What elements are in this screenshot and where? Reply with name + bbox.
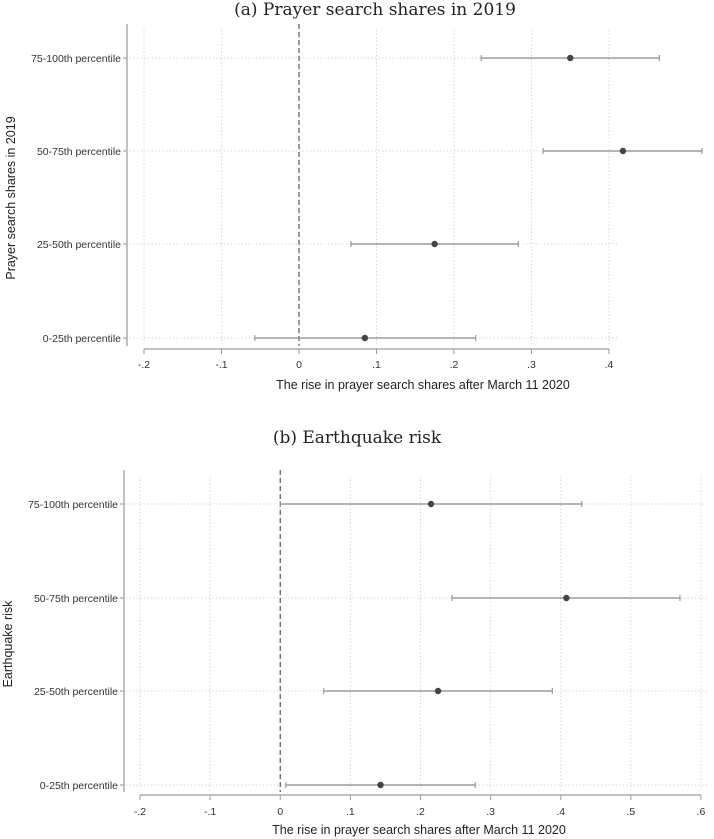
panel-b-plot: -.2 -.1 0 .1 .2 .3 .4 .5 .6 75-100th percentile 50… bbox=[28, 470, 709, 818]
panel-a-category-label: 25-50th percentile bbox=[37, 239, 121, 251]
panel-a-x-tick-label: .3 bbox=[527, 359, 536, 371]
panel-b-point-estimate bbox=[563, 594, 570, 602]
panel-b-point-estimate bbox=[377, 781, 384, 789]
panel-b-x-tick-label: .4 bbox=[556, 806, 565, 818]
panel-b-x-tick-label: .1 bbox=[346, 806, 355, 818]
panel-a-point-estimate bbox=[567, 54, 574, 62]
panel-a-category-label: 0-25th percentile bbox=[43, 333, 121, 345]
panel-b-point-estimate bbox=[434, 687, 442, 695]
panel-a-point-estimate bbox=[619, 147, 627, 155]
panel-b-x-tick-label: 0 bbox=[277, 806, 283, 818]
panel-b-category-label: 0-25th percentile bbox=[40, 780, 118, 792]
panel-a-x-tick-label: -.1 bbox=[215, 359, 227, 371]
panel-b-x-tick-label: -.2 bbox=[134, 806, 146, 818]
panel-b-category-label: 25-50th percentile bbox=[34, 686, 118, 698]
panel-a-x-tick-label: -.2 bbox=[138, 359, 150, 371]
panel-a-point-estimate bbox=[431, 240, 438, 248]
panel-a-y-axis-title: Prayer search shares in 2019 bbox=[4, 116, 18, 279]
panel-a-x-axis-title: The rise in prayer search shares after M… bbox=[276, 378, 570, 392]
panel-a-x-tick-label: 0 bbox=[296, 359, 302, 371]
panel-a-x-tick-label: .2 bbox=[450, 359, 459, 371]
panel-b-x-tick-label: -.1 bbox=[204, 806, 216, 818]
panel-b-x-tick-label: .5 bbox=[626, 806, 635, 818]
panel-a-plot: -.2 -.1 0 .1 .2 .3 .4 75-100th percentile 50-75t… bbox=[31, 24, 703, 371]
panel-b-x-tick-label: .2 bbox=[416, 806, 425, 818]
panel-b-title: (b) Earthquake risk bbox=[273, 428, 442, 448]
panel-b-category-label: 50-75th percentile bbox=[34, 593, 118, 605]
panel-b-category-label: 75-100th percentile bbox=[28, 499, 118, 511]
panel-b-x-axis-title: The rise in prayer search shares after M… bbox=[272, 823, 566, 837]
panel-a-category-label: 50-75th percentile bbox=[37, 146, 121, 158]
panel-a-category-label: 75-100th percentile bbox=[31, 53, 121, 65]
panel-a-x-tick-label: .4 bbox=[605, 359, 614, 371]
panel-a-x-tick-label: .1 bbox=[372, 359, 381, 371]
panel-a-title: (a) Prayer search shares in 2019 bbox=[234, 0, 516, 20]
panel-b-x-tick-label: .3 bbox=[486, 806, 495, 818]
panel-b-point-estimate bbox=[427, 500, 435, 508]
panel-a-point-estimate bbox=[361, 334, 369, 342]
panel-b-y-axis-title: Earthquake risk bbox=[1, 600, 15, 688]
panel-b-x-tick-label: .6 bbox=[697, 806, 706, 818]
